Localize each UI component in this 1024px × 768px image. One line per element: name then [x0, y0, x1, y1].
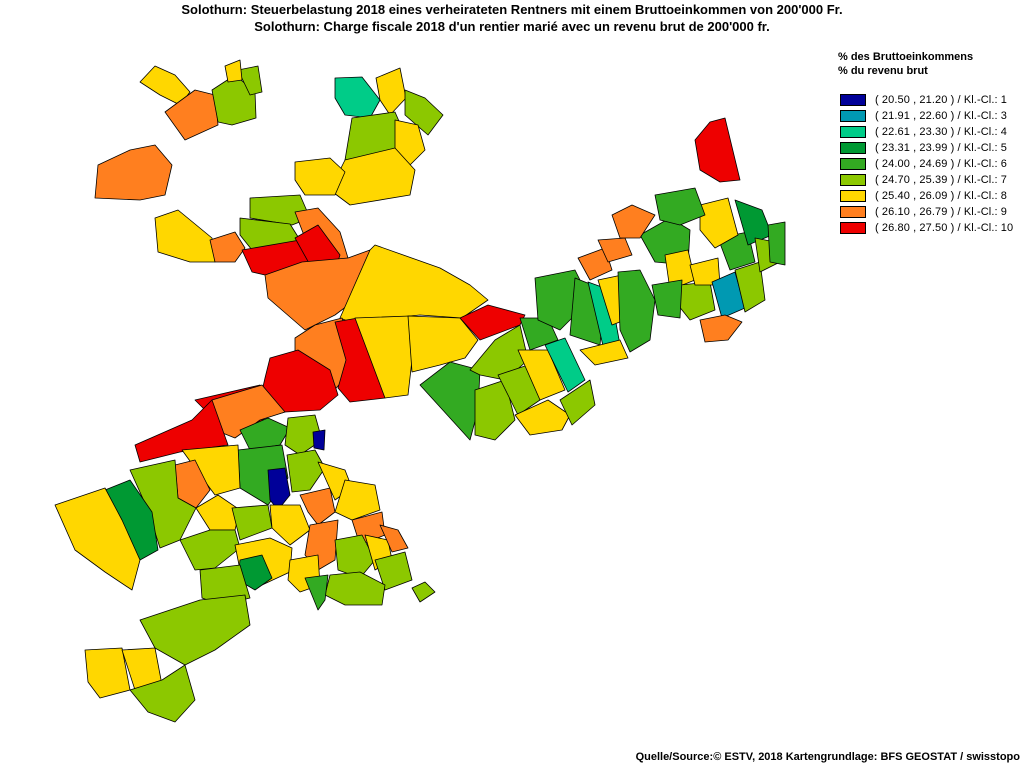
municipality[interactable] [375, 67, 407, 116]
legend-item: ( 26.10 , 26.79 ) / Kl.-Cl.: 9 [838, 204, 1024, 220]
legend: % des Bruttoeinkommens % du revenu brut … [838, 50, 1024, 236]
legend-label: ( 22.61 , 23.30 ) / Kl.-Cl.: 4 [875, 126, 1008, 138]
source-credit: Quelle/Source:© ESTV, 2018 Kartengrundla… [635, 751, 1020, 763]
legend-heading-french: % du revenu brut [838, 65, 928, 77]
legend-swatch [840, 142, 866, 154]
legend-label: ( 25.40 , 26.09 ) / Kl.-Cl.: 8 [875, 190, 1008, 202]
municipality[interactable] [617, 269, 656, 353]
legend-heading: % des Bruttoeinkommens % du revenu brut [838, 50, 1024, 78]
legend-item: ( 26.80 , 27.50 ) / Kl.-Cl.: 10 [838, 220, 1024, 236]
municipality[interactable] [394, 119, 426, 166]
legend-swatch [840, 126, 866, 138]
legend-item: ( 22.61 , 23.30 ) / Kl.-Cl.: 4 [838, 124, 1024, 140]
title-line-french: Solothurn: Charge fiscale 2018 d'un rent… [254, 19, 770, 34]
municipality[interactable] [379, 524, 409, 553]
legend-swatch [840, 174, 866, 186]
municipality[interactable] [239, 417, 291, 451]
municipality[interactable] [699, 197, 739, 249]
municipality[interactable] [269, 504, 311, 546]
municipality[interactable] [694, 117, 741, 183]
municipality[interactable] [154, 209, 216, 263]
municipality[interactable] [209, 231, 246, 263]
legend-item: ( 21.91 , 22.60 ) / Kl.-Cl.: 3 [838, 108, 1024, 124]
municipality[interactable] [324, 571, 386, 606]
municipality[interactable] [139, 594, 251, 666]
legend-label: ( 26.80 , 27.50 ) / Kl.-Cl.: 10 [875, 222, 1014, 234]
municipality[interactable] [404, 89, 444, 136]
legend-swatch [840, 158, 866, 170]
municipality[interactable] [94, 144, 173, 201]
legend-item: ( 23.31 , 23.99 ) / Kl.-Cl.: 5 [838, 140, 1024, 156]
legend-item: ( 24.00 , 24.69 ) / Kl.-Cl.: 6 [838, 156, 1024, 172]
municipalities [54, 59, 786, 723]
municipality[interactable] [611, 204, 656, 239]
map-title: Solothurn: Steuerbelastung 2018 eines ve… [0, 1, 1024, 35]
municipality[interactable] [129, 664, 196, 723]
municipality[interactable] [284, 414, 323, 456]
legend-item: ( 25.40 , 26.09 ) / Kl.-Cl.: 8 [838, 188, 1024, 204]
municipality[interactable] [699, 314, 743, 343]
municipality[interactable] [411, 581, 436, 603]
municipality[interactable] [179, 529, 241, 571]
municipality[interactable] [544, 337, 586, 393]
municipality[interactable] [579, 339, 629, 366]
legend-heading-german: % des Bruttoeinkommens [838, 51, 974, 63]
municipality[interactable] [559, 379, 596, 426]
municipality[interactable] [374, 551, 413, 591]
municipality[interactable] [134, 399, 229, 463]
legend-item: ( 24.70 , 25.39 ) / Kl.-Cl.: 7 [838, 172, 1024, 188]
municipality[interactable] [654, 187, 706, 226]
municipality[interactable] [651, 279, 683, 319]
legend-swatch [840, 94, 866, 106]
municipality[interactable] [734, 261, 766, 313]
municipality[interactable] [259, 349, 339, 413]
municipality[interactable] [267, 467, 291, 511]
municipality[interactable] [294, 157, 346, 196]
municipality[interactable] [54, 487, 141, 591]
municipality[interactable] [474, 379, 516, 441]
municipality[interactable] [334, 479, 381, 521]
municipality[interactable] [354, 315, 413, 399]
municipality[interactable] [677, 281, 716, 321]
municipality[interactable] [334, 534, 376, 579]
legend-label: ( 24.70 , 25.39 ) / Kl.-Cl.: 7 [875, 174, 1008, 186]
municipality[interactable] [286, 449, 326, 493]
municipality[interactable] [312, 429, 326, 451]
municipality[interactable] [577, 247, 613, 281]
legend-label: ( 21.91 , 22.60 ) / Kl.-Cl.: 3 [875, 110, 1008, 122]
legend-swatch [840, 110, 866, 122]
municipality[interactable] [304, 574, 329, 611]
legend-label: ( 26.10 , 26.79 ) / Kl.-Cl.: 9 [875, 206, 1008, 218]
municipality[interactable] [224, 59, 243, 83]
legend-label: ( 20.50 , 21.20 ) / Kl.-Cl.: 1 [875, 94, 1008, 106]
legend-swatch [840, 190, 866, 202]
legend-swatch [840, 206, 866, 218]
legend-swatch [840, 222, 866, 234]
municipality[interactable] [84, 647, 131, 699]
municipality[interactable] [419, 361, 481, 441]
legend-item: ( 20.50 , 21.20 ) / Kl.-Cl.: 1 [838, 92, 1024, 108]
municipality[interactable] [299, 487, 336, 526]
municipality[interactable] [231, 504, 273, 541]
legend-items: ( 20.50 , 21.20 ) / Kl.-Cl.: 1 ( 21.91 , … [838, 92, 1024, 236]
municipality[interactable] [597, 237, 633, 263]
legend-label: ( 24.00 , 24.69 ) / Kl.-Cl.: 6 [875, 158, 1008, 170]
municipality[interactable] [237, 65, 263, 96]
municipality[interactable] [767, 221, 786, 266]
municipality[interactable] [514, 399, 571, 436]
title-line-german: Solothurn: Steuerbelastung 2018 eines ve… [181, 2, 843, 17]
legend-label: ( 23.31 , 23.99 ) / Kl.-Cl.: 5 [875, 142, 1008, 154]
municipality[interactable] [334, 76, 381, 119]
